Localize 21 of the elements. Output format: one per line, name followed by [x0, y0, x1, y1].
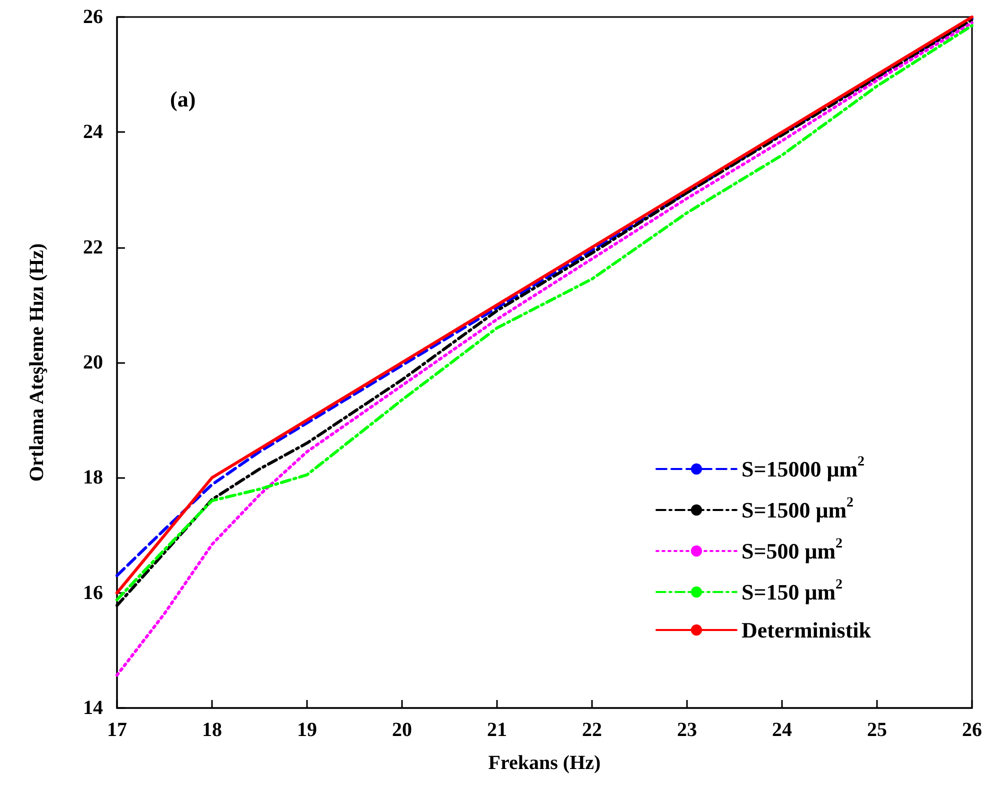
x-tick-label: 18: [202, 719, 222, 741]
x-tick-label: 19: [297, 719, 317, 741]
y-tick-label: 22: [83, 236, 103, 258]
x-tick-label: 17: [107, 719, 127, 741]
x-tick-label: 20: [392, 719, 412, 741]
y-tick-label: 18: [83, 466, 103, 489]
x-axis-title: Frekans (Hz): [488, 752, 601, 774]
y-axis-title: Ortlama Ateşleme Hızı (Hz): [26, 243, 48, 482]
y-tick-label: 16: [83, 582, 103, 604]
legend-label: Deterministik: [741, 618, 872, 642]
annotation: (a): [170, 86, 196, 112]
y-tick-label: 14: [83, 697, 103, 719]
x-tick-label: 21: [487, 719, 507, 741]
x-tick-label: 23: [677, 719, 697, 741]
x-tick-label: 26: [962, 719, 982, 741]
y-tick-label: 26: [83, 6, 103, 28]
y-tick-label: 24: [83, 121, 103, 144]
x-tick-label: 24: [772, 719, 792, 741]
y-tick-label: 20: [83, 352, 103, 374]
x-tick-label: 25: [867, 719, 887, 741]
x-tick-label: 22: [582, 719, 602, 741]
